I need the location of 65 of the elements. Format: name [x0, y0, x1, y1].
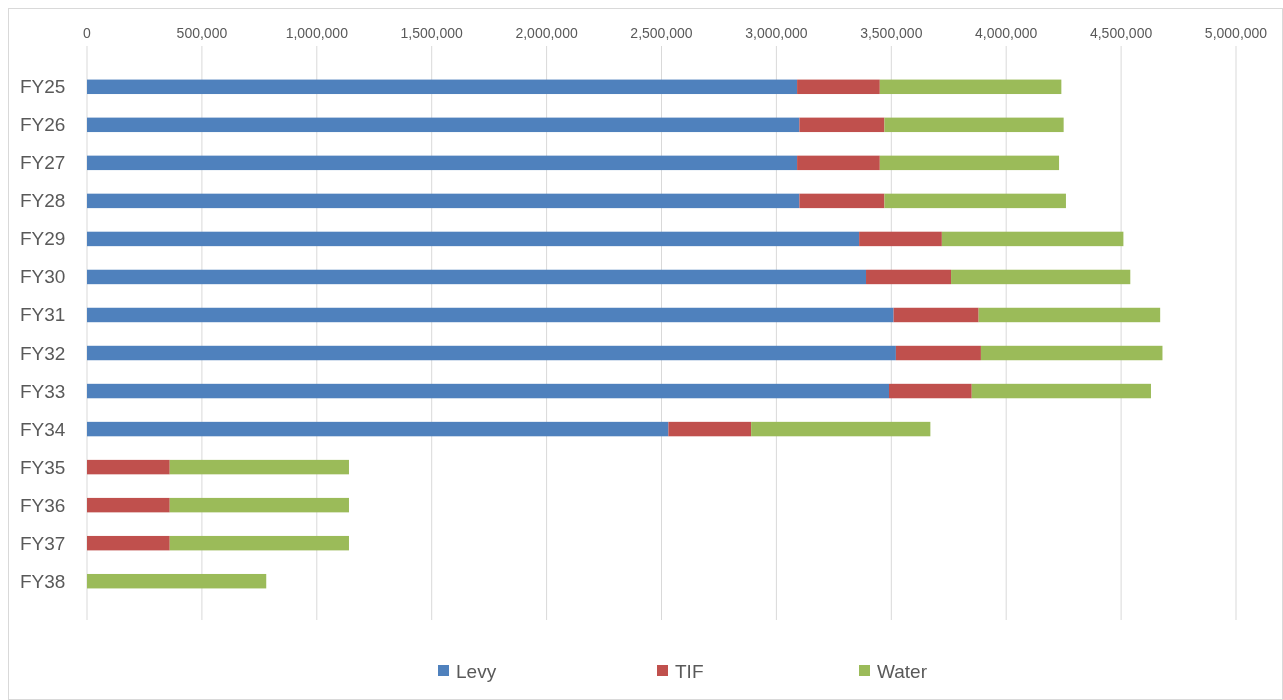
- bar: [169, 497, 349, 513]
- bar: [895, 345, 981, 361]
- bar: [797, 155, 880, 171]
- y-tick-label: FY27: [20, 152, 66, 174]
- bar: [978, 307, 1161, 323]
- bar: [893, 307, 979, 323]
- bar: [866, 269, 952, 285]
- x-tick-label: 3,000,000: [745, 25, 808, 41]
- x-tick-label: 0: [83, 25, 92, 41]
- bar: [87, 535, 170, 551]
- bar: [799, 193, 885, 209]
- y-tick-label: FY30: [20, 266, 66, 288]
- x-tick-label: 4,000,000: [975, 25, 1038, 41]
- x-tick-label: 1,500,000: [400, 25, 464, 41]
- bar: [87, 231, 860, 247]
- y-tick-label: FY26: [20, 114, 66, 136]
- bar: [668, 421, 752, 437]
- y-tick-label: FY29: [20, 228, 66, 250]
- y-tick-label: FY38: [20, 570, 66, 592]
- bar: [879, 79, 1062, 95]
- bar: [87, 573, 267, 589]
- bar: [169, 535, 349, 551]
- legend-label: TIF: [675, 660, 704, 682]
- bar: [971, 383, 1151, 399]
- y-tick-label: FY28: [20, 190, 66, 212]
- x-tick-label: 1,000,000: [285, 25, 349, 41]
- y-tick-label: FY37: [20, 532, 66, 554]
- bar: [797, 79, 880, 95]
- bar: [87, 117, 800, 133]
- bar: [799, 117, 885, 133]
- y-tick-label: FY32: [20, 342, 66, 364]
- bar: [87, 497, 170, 513]
- bar: [87, 307, 894, 323]
- y-tick-label: FY31: [20, 304, 66, 326]
- bar: [879, 155, 1060, 171]
- x-tick-label: 3,500,000: [860, 25, 923, 41]
- legend-label: Levy: [456, 660, 497, 682]
- x-tick-label: 2,000,000: [515, 25, 578, 41]
- bar: [941, 231, 1124, 247]
- x-tick-label: 4,500,000: [1089, 25, 1153, 41]
- bar: [951, 269, 1131, 285]
- y-tick-label: FY25: [20, 76, 66, 98]
- x-tick-label: 2,500,000: [630, 25, 693, 41]
- bar: [87, 459, 170, 475]
- bar: [751, 421, 931, 437]
- bar: [884, 193, 1066, 209]
- bar: [169, 459, 349, 475]
- bar: [87, 269, 867, 285]
- bar: [87, 193, 800, 209]
- bar: [884, 117, 1064, 133]
- bar: [87, 421, 669, 437]
- bar: [87, 79, 798, 95]
- y-tick-label: FY34: [20, 418, 66, 440]
- bar: [889, 383, 972, 399]
- y-tick-label: FY33: [20, 380, 66, 402]
- y-tick-label: FY35: [20, 456, 66, 478]
- legend-label: Water: [877, 660, 928, 682]
- bar: [980, 345, 1163, 361]
- x-tick-label: 5,000,000: [1204, 25, 1268, 41]
- bar: [87, 155, 798, 171]
- bar: [87, 383, 889, 399]
- y-tick-label: FY36: [20, 494, 66, 516]
- bar: [87, 345, 896, 361]
- bar: [859, 231, 942, 247]
- x-tick-label: 500,000: [176, 25, 228, 41]
